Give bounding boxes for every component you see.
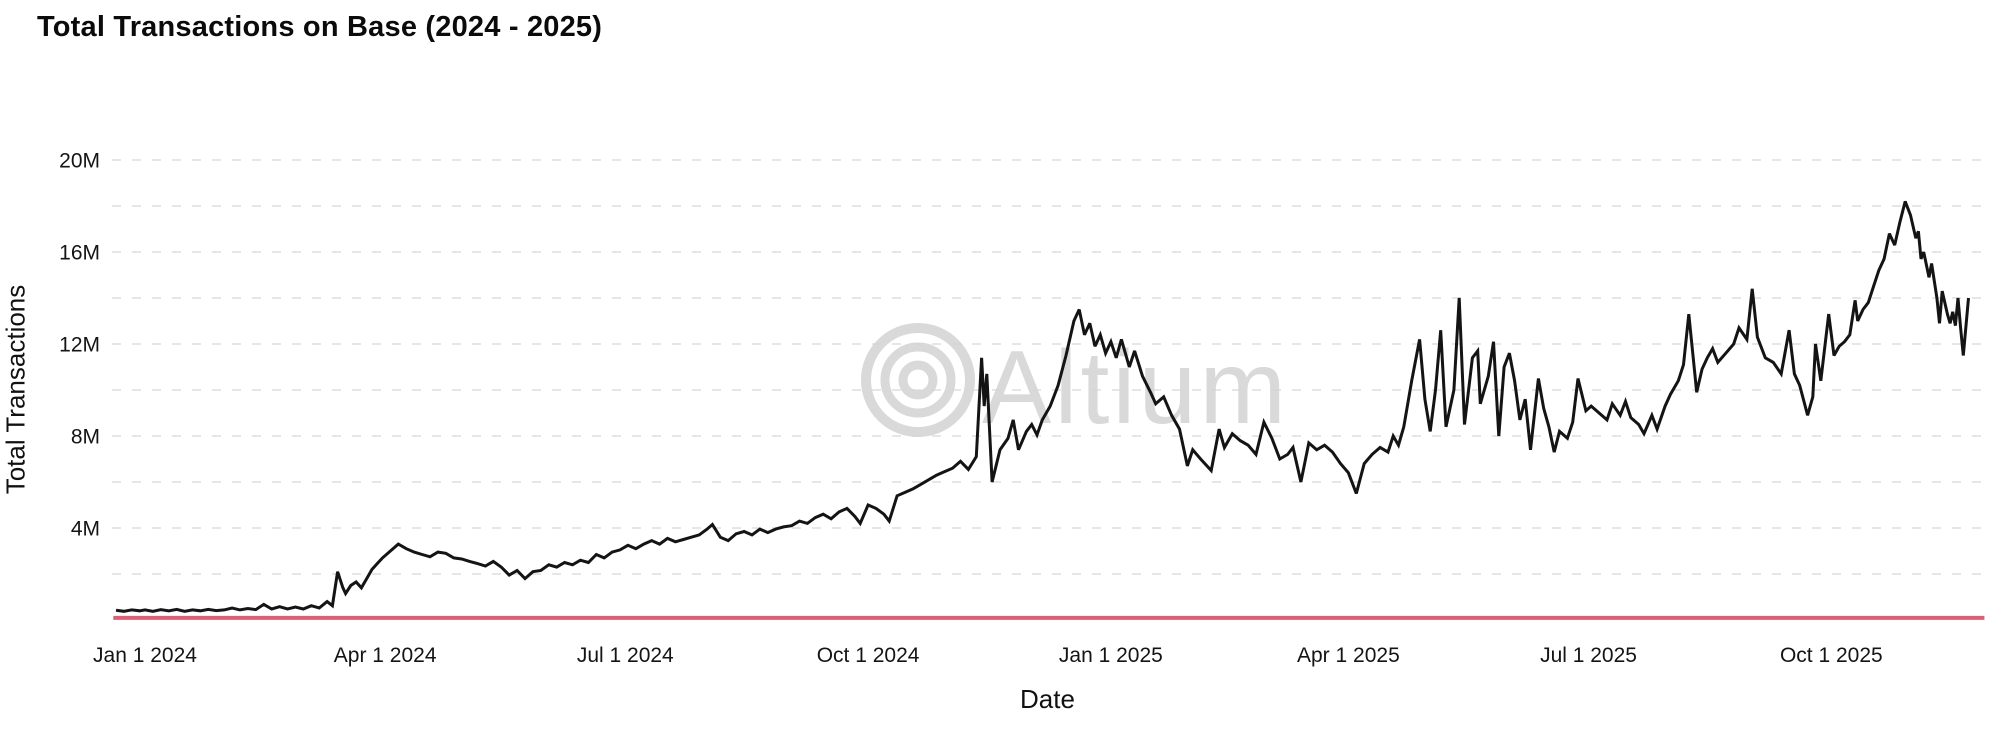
watermark: Altium (861, 323, 1286, 446)
y-tick-label: 12M (59, 334, 100, 357)
y-tick-label: 20M (59, 150, 100, 173)
x-tick-label: Jul 1 2025 (1540, 644, 1637, 667)
x-tick-label: Apr 1 2025 (1297, 644, 1400, 667)
transactions-series-line (115, 200, 1970, 613)
x-tick-labels: Jan 1 2024 Apr 1 2024 Jul 1 2024 Oct 1 2024… (93, 644, 1883, 667)
x-tick-label: Oct 1 2024 (817, 644, 920, 667)
watermark-logo-icon (861, 323, 975, 437)
chart-title: Total Transactions on Base (2024 - 2025) (37, 11, 603, 43)
y-tick-label: 16M (59, 242, 100, 265)
watermark-ring (898, 360, 938, 400)
watermark-ring (880, 342, 956, 418)
y-axis-title: Total Transactions (0, 284, 31, 495)
x-axis-title-text: Date (1020, 684, 1075, 714)
x-tick-label: Jan 1 2024 (93, 644, 197, 667)
y-tick-labels: 4M 8M 12M 16M 20M (59, 150, 100, 541)
y-tick-label: 4M (71, 518, 100, 541)
watermark-ring (861, 323, 975, 437)
x-tick-label: Jan 1 2025 (1059, 644, 1163, 667)
x-axis-title: Date (0, 684, 2000, 715)
y-tick-label: 8M (71, 426, 100, 449)
x-tick-label: Oct 1 2025 (1780, 644, 1883, 667)
x-tick-label: Apr 1 2024 (334, 644, 437, 667)
x-tick-label: Jul 1 2024 (577, 644, 674, 667)
